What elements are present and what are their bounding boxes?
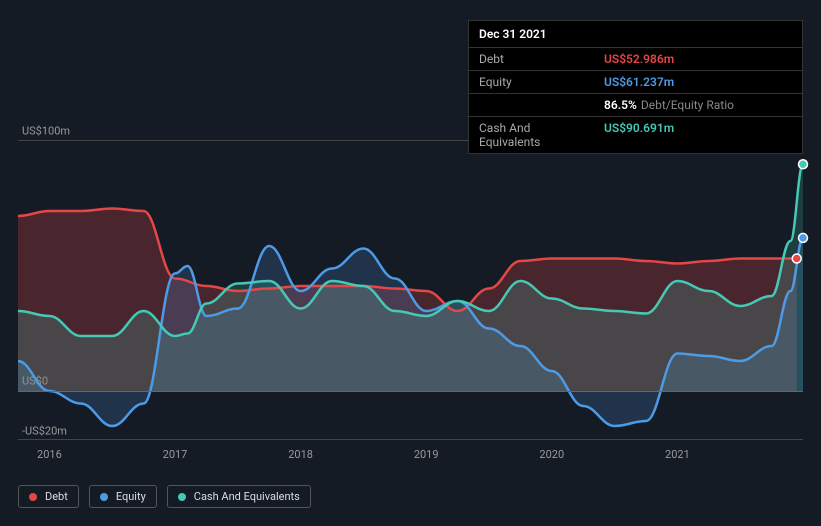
tooltip-panel: Dec 31 2021 DebtUS$52.986mEquityUS$61.23…	[468, 20, 803, 154]
x-axis-label: 2018	[288, 448, 313, 461]
tooltip-date: Dec 31 2021	[469, 21, 802, 48]
tooltip-row: Cash And EquivalentsUS$90.691m	[469, 117, 802, 153]
y-axis-label: US$100m	[22, 124, 70, 137]
x-axis-label: 2020	[539, 448, 564, 461]
x-axis-label: 2021	[665, 448, 690, 461]
legend-label: Debt	[45, 490, 68, 503]
x-axis-label: 2016	[37, 448, 62, 461]
debt-legend-dot-icon	[29, 493, 37, 501]
legend-label: Cash And Equivalents	[194, 490, 300, 503]
x-axis-label: 2019	[414, 448, 439, 461]
tooltip-row-value: 86.5%Debt/Equity Ratio	[594, 94, 744, 116]
chart-legend: Debt Equity Cash And Equivalents	[18, 485, 311, 508]
cash-legend-dot-icon	[178, 493, 186, 501]
tooltip-row: DebtUS$52.986m	[469, 48, 802, 71]
tooltip-row-label: Debt	[469, 48, 594, 70]
tooltip-row-label: Cash And Equivalents	[469, 117, 594, 153]
tooltip-row: EquityUS$61.237m	[469, 71, 802, 94]
legend-item-cash[interactable]: Cash And Equivalents	[167, 485, 311, 508]
x-axis-label: 2017	[163, 448, 188, 461]
legend-item-equity[interactable]: Equity	[89, 485, 157, 508]
legend-label: Equity	[116, 490, 146, 503]
zero-gridline	[18, 391, 803, 392]
tooltip-row-suffix: Debt/Equity Ratio	[641, 98, 734, 112]
chart-container: US$100mUS$0-US$20m 201620172018201920202…	[18, 120, 803, 460]
tooltip-row-value: US$61.237m	[594, 71, 684, 93]
tooltip-row-label: Equity	[469, 71, 594, 93]
tooltip-row-value: US$52.986m	[594, 48, 684, 70]
tooltip-row: 86.5%Debt/Equity Ratio	[469, 94, 802, 117]
tooltip-row-label	[469, 94, 594, 116]
equity-marker	[799, 233, 808, 242]
cash-marker	[799, 160, 808, 169]
legend-item-debt[interactable]: Debt	[18, 485, 79, 508]
equity-legend-dot-icon	[100, 493, 108, 501]
chart-plot-area[interactable]	[18, 140, 803, 440]
chart-svg	[18, 141, 803, 441]
tooltip-row-value: US$90.691m	[594, 117, 684, 153]
debt-marker	[792, 254, 801, 263]
